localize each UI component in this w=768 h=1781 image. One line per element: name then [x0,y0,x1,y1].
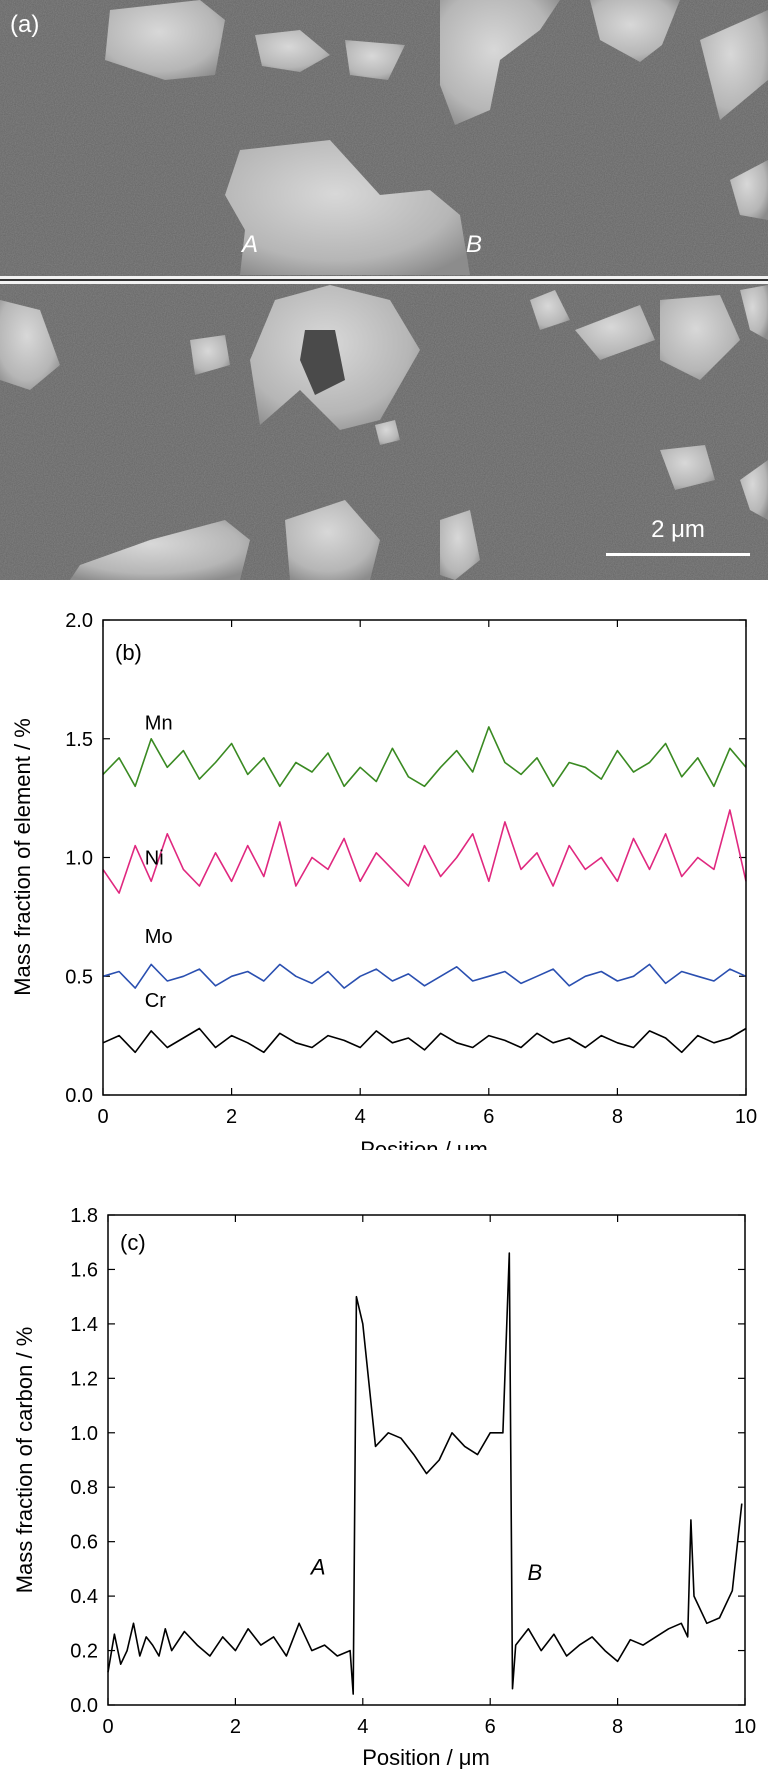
y-tick-label: 1.2 [70,1368,98,1390]
plot-frame [102,619,747,1096]
y-tick-label: 1.0 [65,848,93,870]
sem-micrograph-image: (a) A B 2 μm [0,0,768,580]
x-tick-label: 0 [102,1716,113,1738]
panel-c-label: (c) [120,1230,146,1255]
plot-frame [107,1214,746,1706]
series-label: Cr [145,990,166,1012]
x-tick-label: 10 [734,1716,756,1738]
point-b-marker: B [466,231,482,258]
x-tick-label: 10 [735,1106,757,1128]
x-tick-label: 6 [485,1716,496,1738]
y-tick-label: 1.4 [70,1314,98,1336]
series-label: Ni [145,848,164,870]
point-b-annotation: B [527,1560,542,1585]
y-tick-label: 0.6 [70,1532,98,1554]
x-tick-label: 4 [355,1106,366,1128]
y-tick-label: 2.0 [65,610,93,632]
scale-bar-label: 2 μm [651,516,705,543]
y-tick-label: 0.0 [70,1695,98,1717]
x-tick-label: 6 [483,1106,494,1128]
y-axis-label: Mass fraction of element / % [10,718,35,996]
x-tick-label: 8 [612,1106,623,1128]
scale-bar [606,553,750,556]
x-tick-label: 2 [226,1106,237,1128]
y-tick-label: 0.4 [70,1586,98,1608]
y-tick-label: 0.5 [65,966,93,988]
x-tick-label: 0 [97,1106,108,1128]
y-tick-label: 1.6 [70,1259,98,1281]
carbon-profile-chart: 0 2 4 6 8 10 0.0 0.2 0.4 0.6 0.8 1.0 1.2 1.4 1.6 1.8 (c… [0,1195,768,1776]
carbon-series-line [107,1252,743,1695]
y-tick-label: 0.0 [65,1085,93,1107]
y-tick-label: 1.0 [70,1423,98,1445]
x-tick-label: 8 [612,1716,623,1738]
y-tick-label: 0.2 [70,1641,98,1663]
carbon-profile-plot: 0 2 4 6 8 10 0.0 0.2 0.4 0.6 0.8 1.0 1.2 1.4 1.6 1.8 (c… [12,1205,756,1770]
point-a-marker: A [240,231,258,258]
element-profile-chart: 0 2 4 6 8 10 0.0 0.5 1.0 1.5 2.0 (b) Mn Ni Mo Cr Posi… [0,580,768,1162]
y-axis-label: Mass fraction of carbon / % [12,1327,37,1594]
x-axis-label: Position / μm [360,1137,488,1150]
ni-series-line [102,809,747,894]
series-label: Mo [145,926,173,948]
element-profile-plot: 0 2 4 6 8 10 0.0 0.5 1.0 1.5 2.0 (b) Mn Ni Mo Cr Posi… [10,610,757,1162]
x-tick-label: 2 [230,1716,241,1738]
panel-a-label: (a) [10,11,39,38]
series-label: Mn [145,712,173,734]
cr-series-line [102,1027,747,1054]
point-a-annotation: A [309,1554,326,1579]
panel-b-label: (b) [115,640,142,665]
sem-micrograph-panel: (a) A B 2 μm [0,0,768,580]
mo-series-line [102,963,747,989]
x-axis-label: Position / μm [362,1745,490,1770]
y-tick-label: 1.5 [65,729,93,751]
x-tick-label: 4 [357,1716,368,1738]
y-tick-label: 0.8 [70,1477,98,1499]
mn-series-line [102,726,747,788]
y-tick-label: 1.8 [70,1205,98,1227]
